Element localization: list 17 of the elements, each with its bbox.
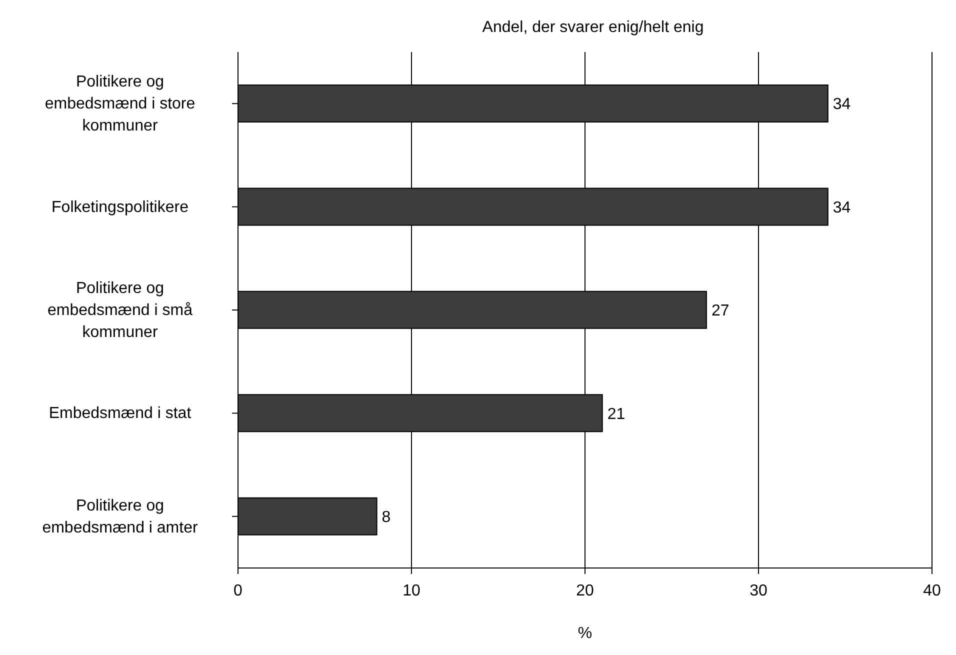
x-tick-label: 30 [750,582,768,600]
x-axis-title: % [578,625,592,642]
y-tick-label: Politikere og embedsmænd i store kommuner [44,73,196,134]
y-tick-label: Politikere og embedsmænd i små kommuner [48,280,193,340]
data-label: 34 [832,199,851,216]
chart-title: Andel, der svarer enig/helt enig [481,18,705,38]
y-tick-label: Politikere og embedsmænd i amter [42,496,198,536]
x-tick-label: 0 [234,582,243,600]
data-label: 21 [607,406,626,423]
y-tick-label: Embedsmænd i stat [48,404,192,422]
data-label: 34 [832,96,851,114]
y-tick-label: Folketingspolitikere [52,198,189,216]
x-tick-label: 10 [402,582,420,600]
data-label: 8 [382,509,391,526]
x-tick-label: 20 [576,582,594,600]
data-label: 27 [711,302,730,320]
x-tick-label: 40 [923,582,941,600]
